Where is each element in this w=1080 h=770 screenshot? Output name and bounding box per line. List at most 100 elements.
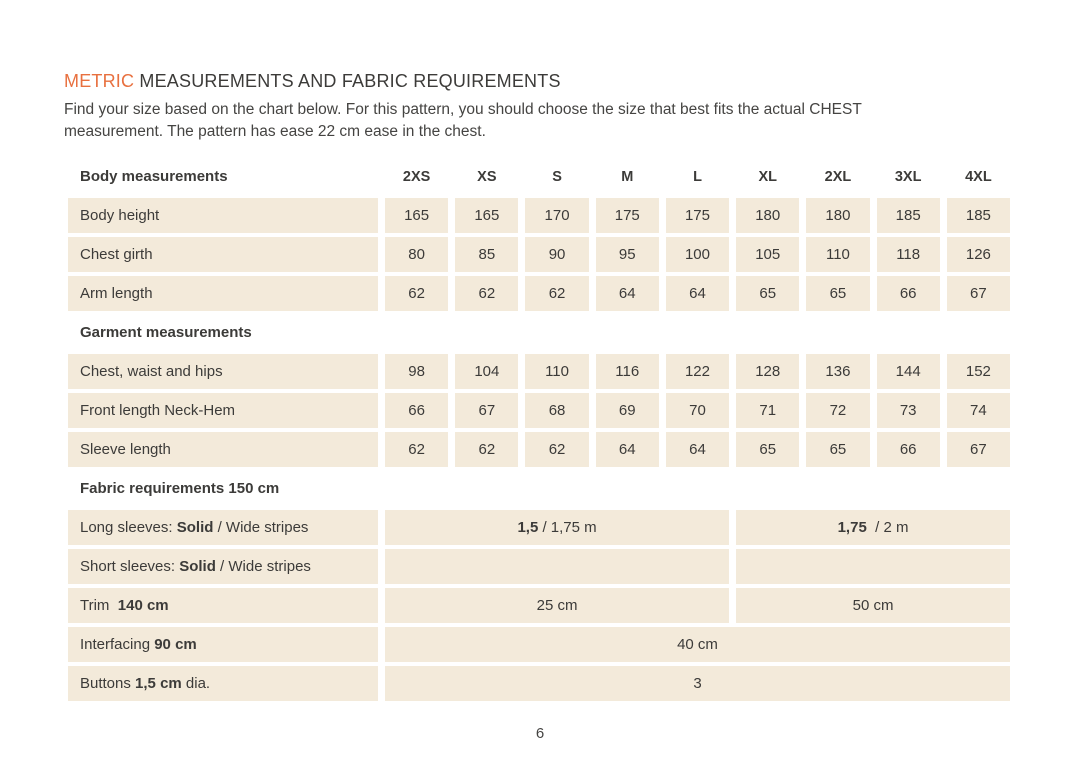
label-part-bold: 140 cm (117, 597, 169, 614)
row-label-chest-waist-hips: Chest, waist and hips (68, 354, 378, 389)
value-cell: 118 (876, 237, 940, 272)
size-column-header-l: L (693, 168, 702, 185)
value-cell: 62 (525, 276, 589, 311)
intro-line-2: measurement. The pattern has ease 22 cm … (64, 123, 486, 140)
value-cell: 67 (455, 393, 519, 428)
value-cell: 165 (455, 198, 519, 233)
amount-rest: / 1,75 m (538, 519, 597, 536)
fabric-amount-cell-right: 1,75 / 2 m (736, 510, 1010, 545)
value-cell: 67 (946, 276, 1010, 311)
row-label-long-sleeves: Long sleeves: Solid / Wide stripes (68, 510, 378, 545)
size-column-header-4xl: 4XL (965, 168, 992, 185)
value-cell: 62 (385, 276, 449, 311)
label-part-bold: Solid (179, 558, 216, 575)
page-content: METRIC MEASUREMENTS AND FABRIC REQUIREME… (64, 71, 1016, 701)
label-part-bold: 1,5 cm (135, 675, 182, 692)
row-label-sleeve-length: Sleeve length (68, 432, 378, 467)
value-cell: 65 (806, 432, 870, 467)
row-label-body-height: Body height (68, 198, 378, 233)
label-part: dia. (181, 675, 211, 692)
label-part: / Wide stripes (215, 558, 311, 575)
value-cell: 170 (525, 198, 589, 233)
label-part: Short sleeves: (80, 558, 180, 575)
value-cell: 100 (665, 237, 730, 272)
intro-text: Find your size based on the chart below.… (64, 99, 1016, 143)
row-label-buttons: Buttons 1,5 cm dia. (68, 666, 378, 701)
value-cell: 74 (946, 393, 1010, 428)
fabric-amount-cell-left: 1,5 / 1,75 m (385, 510, 730, 545)
value-cell: 185 (876, 198, 940, 233)
row-label-short-sleeves: Short sleeves: Solid / Wide stripes (68, 549, 378, 584)
value-cell: 122 (665, 354, 730, 389)
measurement-table: Body measurements 2XS XS S M L XL 2XL 3X… (68, 159, 1010, 701)
value-cell: 72 (806, 393, 870, 428)
label-part-bold: 90 cm (154, 636, 197, 653)
value-cell: 95 (595, 237, 659, 272)
title-accent-word: METRIC (64, 71, 135, 91)
value-cell: 90 (525, 237, 589, 272)
value-cell: 175 (595, 198, 659, 233)
value-cell: 136 (806, 354, 870, 389)
section-header-body-measurements: Body measurements (80, 168, 228, 185)
fabric-amount-cell-full: 3 (385, 666, 1010, 701)
value-cell: 64 (595, 432, 659, 467)
value-cell: 71 (736, 393, 800, 428)
size-column-header-2xs: 2XS (402, 168, 431, 185)
value-cell: 180 (806, 198, 870, 233)
value-cell: 165 (385, 198, 449, 233)
intro-line-1: Find your size based on the chart below.… (64, 101, 862, 118)
size-column-header-2xl: 2XL (824, 168, 852, 185)
fabric-amount-cell-full: 40 cm (385, 627, 1010, 662)
value-cell: 104 (455, 354, 519, 389)
label-part: Trim (80, 597, 118, 614)
page-title: METRIC MEASUREMENTS AND FABRIC REQUIREME… (64, 71, 1016, 92)
page-number: 6 (535, 725, 545, 742)
value-cell: 110 (525, 354, 589, 389)
value-cell: 70 (665, 393, 730, 428)
label-part: Buttons (80, 675, 136, 692)
title-rest: MEASUREMENTS AND FABRIC REQUIREMENTS (134, 71, 561, 91)
size-column-header-s: S (552, 168, 562, 185)
value-cell: 73 (876, 393, 940, 428)
size-column-header-xs: XS (477, 168, 497, 185)
value-cell: 80 (385, 237, 449, 272)
fabric-amount-cell-left (385, 549, 730, 584)
amount-rest: / 2 m (866, 519, 909, 536)
value-cell: 65 (736, 432, 800, 467)
value-cell: 116 (595, 354, 659, 389)
value-cell: 62 (385, 432, 449, 467)
value-cell: 185 (946, 198, 1010, 233)
fabric-amount-cell-right (736, 549, 1010, 584)
amount-bold: 1,5 (517, 519, 539, 536)
value-cell: 62 (455, 276, 519, 311)
value-cell: 152 (946, 354, 1010, 389)
value-cell: 65 (736, 276, 800, 311)
row-label-chest-girth: Chest girth (68, 237, 378, 272)
row-label-arm-length: Arm length (68, 276, 378, 311)
value-cell: 68 (525, 393, 589, 428)
value-cell: 69 (595, 393, 659, 428)
value-cell: 110 (806, 237, 870, 272)
size-column-header-3xl: 3XL (894, 168, 922, 185)
label-part: Interfacing (80, 636, 155, 653)
amount-bold: 1,75 (837, 519, 867, 536)
section-header-fabric-requirements: Fabric requirements 150 cm (80, 480, 280, 497)
value-cell: 175 (665, 198, 730, 233)
fabric-amount-cell-left: 25 cm (385, 588, 730, 623)
value-cell: 62 (525, 432, 589, 467)
value-cell: 85 (455, 237, 519, 272)
value-cell: 105 (736, 237, 800, 272)
value-cell: 66 (385, 393, 449, 428)
fabric-amount-cell-right: 50 cm (736, 588, 1010, 623)
value-cell: 66 (876, 276, 940, 311)
value-cell: 62 (455, 432, 519, 467)
value-cell: 66 (876, 432, 940, 467)
section-header-garment-measurements: Garment measurements (80, 324, 252, 341)
label-part: Long sleeves: (80, 519, 177, 536)
row-label-trim: Trim 140 cm (68, 588, 378, 623)
value-cell: 128 (736, 354, 800, 389)
row-label-interfacing: Interfacing 90 cm (68, 627, 378, 662)
label-part-bold: Solid (176, 519, 214, 536)
row-label-front-length: Front length Neck-Hem (68, 393, 378, 428)
